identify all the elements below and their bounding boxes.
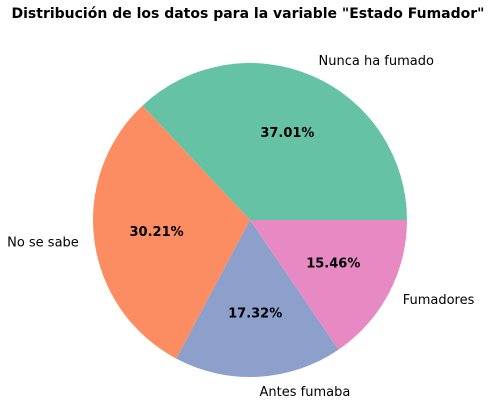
slice-label-2: No se sabe <box>7 235 79 250</box>
pie-slice-3 <box>176 220 339 377</box>
slice-label-4: Fumadores <box>403 293 475 308</box>
chart-title: Distribución de los datos para la variab… <box>12 6 485 22</box>
slice-pct-label-2: 30.21% <box>130 225 184 240</box>
pie-slice-1 <box>142 62 407 221</box>
pie-slice-2 <box>92 105 250 359</box>
slice-pct-label-4: 15.46% <box>306 257 360 272</box>
pie-labels: Nunca ha fumado 37.01% No se sabe 30.21% Ant… <box>7 54 475 400</box>
slice-label-1: Nunca ha fumado <box>319 54 434 69</box>
pie-slice-4 <box>250 220 407 350</box>
slice-pct-label-3: 17.32% <box>228 307 282 322</box>
slice-label-3: Antes fumaba <box>260 385 351 400</box>
slice-pct-label-1: 37.01% <box>260 126 314 141</box>
pie-slices <box>92 62 407 377</box>
